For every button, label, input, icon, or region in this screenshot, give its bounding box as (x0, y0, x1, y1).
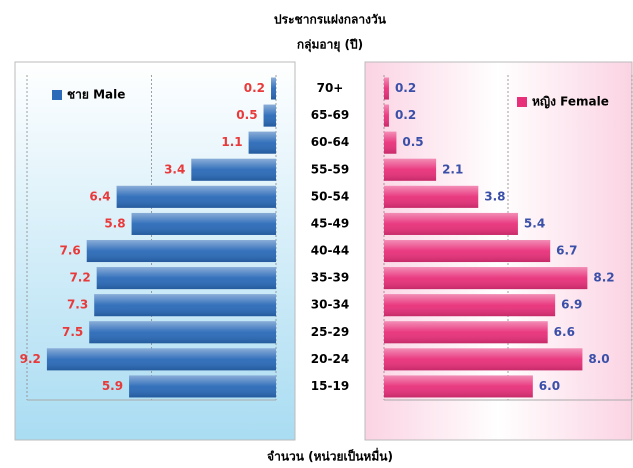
value-label: 6.7 (556, 244, 577, 258)
value-label: 1.1 (221, 135, 242, 149)
bar-shine (86, 240, 276, 263)
bar-shine (384, 375, 533, 398)
category-label: 30-34 (311, 298, 349, 312)
value-label: 7.6 (59, 244, 80, 258)
value-label: 8.0 (588, 352, 609, 366)
x-axis-label: จำนวน (หน่วยเป็นหมื่น) (267, 448, 393, 464)
bar-shine (129, 375, 276, 398)
bar-shine (384, 267, 588, 290)
bar-shine (384, 77, 389, 100)
value-label: 7.5 (62, 325, 83, 339)
category-label: 60-64 (311, 135, 349, 149)
bar-shine (384, 321, 548, 344)
bar-shine (94, 294, 276, 317)
value-label: 5.9 (102, 379, 123, 393)
value-label: 0.2 (244, 81, 265, 95)
bar-shine (384, 294, 556, 317)
value-label: 5.8 (104, 216, 125, 230)
bar-shine (131, 212, 276, 235)
category-label: 65-69 (311, 108, 349, 122)
legend-label: ชาย Male (67, 88, 125, 102)
value-label: 3.8 (484, 189, 505, 203)
legend-label: หญิง Female (532, 95, 609, 109)
value-label: 9.2 (20, 352, 41, 366)
value-label: 0.2 (395, 108, 416, 122)
bar-shine (384, 158, 437, 181)
category-label: 40-44 (311, 244, 349, 258)
bar-shine (384, 104, 389, 127)
bar-shine (384, 240, 551, 263)
legend-swatch (52, 90, 62, 100)
value-label: 0.2 (395, 81, 416, 95)
value-label: 2.1 (442, 162, 463, 176)
bar-shine (384, 212, 518, 235)
value-label: 5.4 (524, 216, 545, 230)
value-label: 6.6 (554, 325, 575, 339)
bar-shine (384, 131, 397, 154)
value-label: 7.2 (69, 271, 90, 285)
category-label: 15-19 (311, 379, 349, 393)
value-label: 7.3 (67, 298, 88, 312)
category-label: 50-54 (311, 189, 349, 203)
bar-shine (96, 267, 276, 290)
category-label: 20-24 (311, 352, 349, 366)
value-label: 6.0 (539, 379, 560, 393)
bar-shine (89, 321, 276, 344)
bar-shine (191, 158, 276, 181)
value-label: 0.5 (402, 135, 423, 149)
bar-shine (263, 104, 276, 127)
category-label: 70+ (317, 81, 344, 95)
bar-shine (384, 185, 479, 208)
bar-shine (384, 348, 583, 371)
bar-shine (248, 131, 276, 154)
chart-subtitle: กลุ่มอายุ (ปี) (297, 38, 363, 53)
legend-swatch (517, 97, 527, 107)
value-label: 0.5 (236, 108, 257, 122)
value-label: 6.9 (561, 298, 582, 312)
value-label: 6.4 (89, 189, 110, 203)
bar-shine (116, 185, 276, 208)
category-label: 25-29 (311, 325, 349, 339)
category-label: 35-39 (311, 271, 349, 285)
category-label: 55-59 (311, 162, 349, 176)
chart-title: ประชากรแฝงกลางวัน (274, 13, 387, 27)
category-label: 45-49 (311, 216, 349, 230)
value-label: 3.4 (164, 162, 185, 176)
value-label: 8.2 (593, 271, 614, 285)
bar-shine (271, 77, 276, 100)
bar-shine (46, 348, 276, 371)
